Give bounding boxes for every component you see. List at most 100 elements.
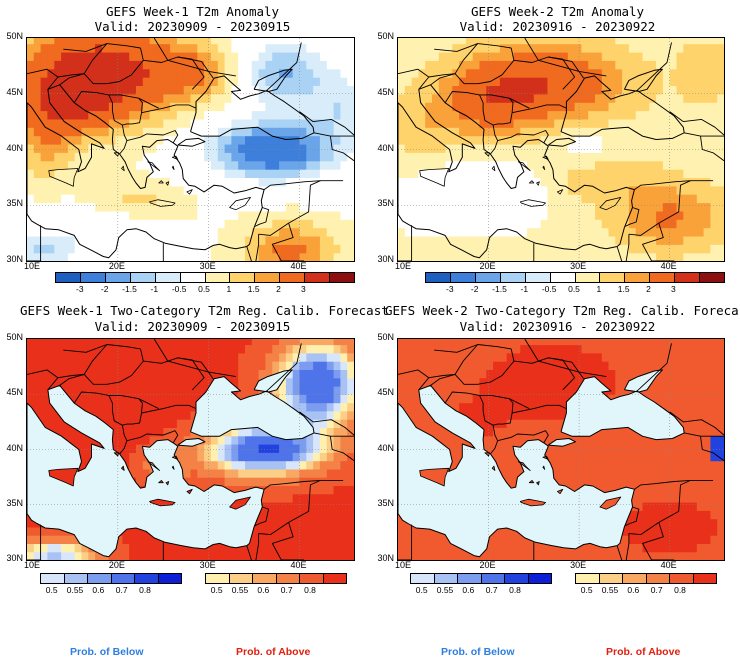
colorbar-swatch	[525, 273, 551, 282]
lon-label: 30E	[199, 261, 216, 271]
colorbar-swatch	[64, 574, 88, 583]
panel4-title: GEFS Week-2 Two-Category T2m Reg. Calib.…	[385, 303, 740, 318]
map-week1-probability	[26, 338, 355, 561]
colorbar-swatch	[434, 574, 458, 583]
colorbar-tick-label: 2	[276, 284, 281, 294]
anomaly-colorbar-week2	[425, 272, 725, 283]
colorbar-swatch	[475, 273, 501, 282]
colorbar-swatch	[130, 273, 156, 282]
colorbar-swatch	[575, 273, 601, 282]
lat-label: 45N	[377, 387, 394, 398]
colorbar-tick-label: 1.5	[617, 284, 630, 294]
colorbar-swatch	[206, 574, 230, 583]
prob-colorbar-tick-label: 0.55	[436, 585, 454, 595]
prob-colorbar-tick-label: 0.5	[210, 585, 223, 595]
lon-label: 20E	[108, 261, 125, 271]
colorbar-swatch	[253, 574, 277, 583]
colorbar-swatch	[450, 273, 476, 282]
colorbar-tick-label: 2	[646, 284, 651, 294]
colorbar-swatch	[481, 574, 505, 583]
colorbar-swatch	[155, 273, 181, 282]
lat-label: 30N	[6, 254, 23, 264]
colorbar-swatch	[205, 273, 231, 282]
colorbar-swatch	[135, 574, 159, 583]
colorbar-swatch	[305, 273, 331, 282]
colorbar-tick-label: 1.5	[247, 284, 260, 294]
colorbar-tick-label: -1	[520, 284, 529, 294]
prob-colorbar-tick-label: 0.7	[280, 585, 293, 595]
prob-colorbar-tick-label: 0.8	[139, 585, 151, 595]
prob-colorbar-tick-label: 0.7	[485, 585, 498, 595]
lon-label: 40E	[660, 261, 677, 271]
legend-above-week1: Prob. of Above	[236, 646, 311, 658]
lon-label: 30E	[570, 261, 587, 271]
lat-label: 45N	[6, 86, 23, 97]
lon-label: 10E	[394, 560, 412, 570]
colorbar-swatch	[693, 574, 716, 583]
colorbar-tick-label: -3	[446, 284, 454, 294]
colorbar-swatch	[111, 574, 135, 583]
lon-label: 20E	[479, 560, 496, 570]
colorbar-swatch	[56, 273, 81, 282]
panel2-subtitle: Valid: 20230916 - 20230922	[459, 19, 656, 34]
prob-colorbar-tick-label: 0.5	[415, 585, 428, 595]
prob-colorbar-tick-label: 0.55	[66, 585, 84, 595]
lat-label: 50N	[6, 332, 23, 342]
legend-above-week2: Prob. of Above	[606, 646, 681, 658]
colorbar-swatch	[528, 574, 551, 583]
colorbar-swatch	[625, 273, 651, 282]
lon-label: 20E	[479, 261, 496, 271]
colorbar-swatch	[550, 273, 576, 282]
panel3-subtitle: Valid: 20230909 - 20230915	[94, 319, 291, 334]
colorbar-tick-label: -1	[150, 284, 159, 294]
lat-label: 35N	[6, 497, 23, 508]
colorbar-swatch	[230, 273, 256, 282]
above-colorbar-week1	[205, 573, 347, 584]
below-colorbar-week1	[40, 573, 182, 584]
lon-label: 40E	[290, 560, 307, 570]
colorbar-tick-label: 3	[670, 284, 676, 294]
panel4-subtitle: Valid: 20230916 - 20230922	[459, 319, 656, 334]
lat-label: 40N	[6, 442, 23, 453]
lon-label: 20E	[108, 560, 125, 570]
legend-below-week1: Prob. of Below	[70, 646, 144, 658]
colorbar-swatch	[323, 574, 346, 583]
prob-colorbar-tick-label: 0.55	[601, 585, 619, 595]
panel3-title: GEFS Week-1 Two-Category T2m Reg. Calib.…	[20, 303, 389, 318]
colorbar-tick-label: 1	[226, 284, 232, 294]
colorbar-swatch	[330, 273, 355, 282]
colorbar-tick-label: 0.5	[568, 284, 580, 294]
lat-label: 40N	[6, 142, 23, 153]
lat-label: 35N	[6, 198, 23, 209]
legend-below-week2: Prob. of Below	[441, 646, 515, 658]
colorbar-swatch	[41, 574, 65, 583]
colorbar-swatch	[180, 273, 206, 282]
colorbar-tick-label: 0.5	[198, 284, 210, 294]
colorbar-swatch	[276, 574, 300, 583]
map-week2-anomaly	[397, 37, 725, 262]
lon-label: 10E	[394, 261, 412, 271]
lon-label: 10E	[23, 560, 41, 570]
colorbar-swatch	[105, 273, 131, 282]
prob-colorbar-tick-label: 0.8	[304, 585, 316, 595]
colorbar-swatch	[158, 574, 181, 583]
map-week2-probability	[397, 338, 725, 561]
lat-label: 30N	[377, 254, 394, 264]
colorbar-tick-label: -2	[100, 284, 109, 294]
colorbar-swatch	[576, 574, 600, 583]
colorbar-tick-label: 1	[596, 284, 602, 294]
colorbar-tick-label: -2	[470, 284, 479, 294]
lat-label: 50N	[377, 31, 394, 41]
colorbar-tick-label: -0.5	[171, 284, 187, 294]
colorbar-swatch	[411, 574, 435, 583]
colorbar-tick-label: -1.5	[122, 284, 137, 294]
prob-colorbar-tick-label: 0.6	[92, 585, 105, 595]
colorbar-swatch	[458, 574, 482, 583]
panel1-subtitle: Valid: 20230909 - 20230915	[94, 19, 291, 34]
colorbar-tick-label: -0.5	[541, 284, 557, 294]
colorbar-swatch	[426, 273, 451, 282]
lat-label: 35N	[377, 198, 394, 209]
prob-colorbar-tick-label: 0.55	[231, 585, 249, 595]
prob-colorbar-tick-label: 0.7	[650, 585, 663, 595]
lat-label: 30N	[377, 553, 394, 563]
